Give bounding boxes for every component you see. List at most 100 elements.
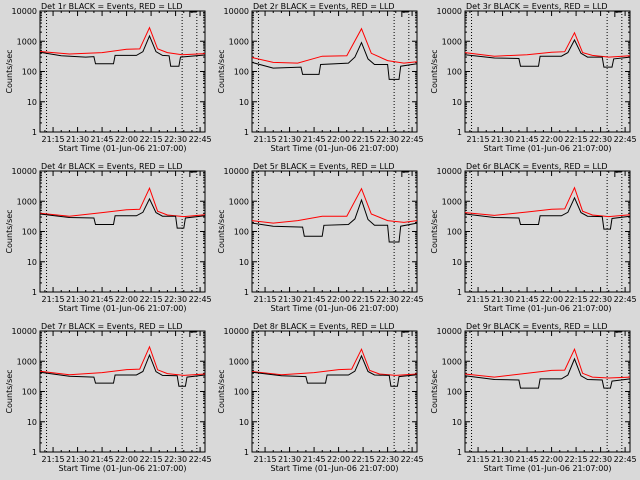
y-tick-label: 10 — [239, 418, 249, 427]
y-tick-label: 10 — [452, 98, 462, 107]
y-tick-label: 1000 — [442, 37, 462, 46]
x-axis-label: Start Time (01-Jun-06 21:07:00) — [59, 144, 187, 153]
y-tick-label: 100 — [234, 388, 249, 397]
y-tick-label: 10000 — [12, 167, 37, 176]
x-axis-label: Start Time (01-Jun-06 21:07:00) — [484, 464, 612, 473]
chart-panel-3: Det 3r BLACK = Events, RED = LLD 1 10 100 10… — [430, 2, 637, 153]
x-tick-label: 22:15 — [140, 135, 163, 144]
y-tick-label: 100 — [447, 388, 462, 397]
x-tick-label: 22:00 — [115, 295, 138, 304]
chart-title: Det 7r BLACK = Events, RED = LLD — [41, 322, 183, 331]
y-axis-label: Counts/sec — [5, 209, 14, 253]
y-tick-label: 1000 — [442, 357, 462, 366]
x-tick-label: 21:45 — [516, 135, 539, 144]
x-tick-label: 22:00 — [327, 135, 350, 144]
y-tick-label: 1000 — [229, 197, 249, 206]
events-series-line — [251, 198, 418, 243]
x-tick-label: 21:45 — [303, 135, 326, 144]
y-tick-label: 1000 — [17, 197, 37, 206]
x-tick-label: 21:45 — [91, 295, 114, 304]
chart-panel-5: Det 5r BLACK = Events, RED = LLD 1 10 100 10… — [217, 162, 424, 313]
y-tick-label: 1 — [244, 128, 249, 137]
x-tick-label: 21:15 — [467, 135, 490, 144]
x-tick-label: 22:15 — [140, 295, 163, 304]
plot-frame — [464, 170, 631, 293]
x-tick-label: 21:15 — [467, 455, 490, 464]
lld-series-line — [464, 347, 631, 379]
x-tick-label: 21:15 — [42, 135, 65, 144]
y-tick-label: 100 — [234, 228, 249, 237]
lld-series-line — [39, 186, 206, 218]
y-tick-label: 100 — [22, 68, 37, 77]
y-tick-label: 1000 — [442, 197, 462, 206]
y-axis-label: Counts/sec — [430, 49, 439, 93]
y-tick-label: 100 — [22, 388, 37, 397]
y-tick-label: 10 — [27, 258, 37, 267]
x-axis-label: Start Time (01-Jun-06 21:07:00) — [484, 304, 612, 313]
y-tick-label: 10 — [239, 98, 249, 107]
y-tick-label: 1 — [244, 448, 249, 457]
x-tick-label: 21:45 — [303, 295, 326, 304]
y-tick-label: 10000 — [437, 7, 462, 16]
x-tick-label: 22:15 — [352, 455, 375, 464]
plot-frame — [39, 330, 206, 453]
x-axis-label: Start Time (01-Jun-06 21:07:00) — [484, 144, 612, 153]
chart-panel-4: Det 4r BLACK = Events, RED = LLD 1 10 100 10… — [5, 162, 212, 313]
x-tick-label: 21:30 — [491, 455, 514, 464]
y-tick-label: 10 — [27, 418, 37, 427]
x-tick-label: 22:45 — [401, 295, 424, 304]
x-axis-label: Start Time (01-Jun-06 21:07:00) — [59, 304, 187, 313]
x-tick-label: 21:30 — [66, 135, 89, 144]
y-tick-label: 1000 — [229, 357, 249, 366]
events-series-line — [251, 354, 418, 387]
y-tick-label: 10000 — [12, 7, 37, 16]
lld-series-line — [251, 347, 418, 376]
y-tick-label: 100 — [447, 228, 462, 237]
lld-series-line — [251, 27, 418, 64]
events-series-line — [39, 197, 206, 229]
x-tick-label: 21:15 — [254, 455, 277, 464]
y-tick-label: 1000 — [17, 357, 37, 366]
x-tick-label: 22:45 — [401, 455, 424, 464]
interval-marker — [189, 171, 197, 177]
x-tick-label: 22:45 — [614, 295, 637, 304]
x-tick-label: 22:45 — [614, 135, 637, 144]
x-tick-label: 22:15 — [565, 295, 588, 304]
x-tick-label: 21:45 — [91, 455, 114, 464]
y-axis-label: Counts/sec — [430, 369, 439, 413]
events-series-line — [464, 357, 631, 389]
x-tick-label: 22:30 — [376, 455, 399, 464]
x-tick-label: 22:00 — [327, 295, 350, 304]
events-series-line — [39, 34, 206, 67]
y-tick-label: 1 — [32, 448, 37, 457]
events-series-line — [251, 41, 418, 80]
x-tick-label: 22:30 — [589, 135, 612, 144]
lld-series-line — [251, 187, 418, 224]
y-tick-label: 1 — [457, 448, 462, 457]
x-tick-label: 21:30 — [278, 295, 301, 304]
y-axis-label: Counts/sec — [430, 209, 439, 253]
x-tick-label: 22:45 — [189, 135, 212, 144]
interval-marker — [614, 331, 622, 337]
x-tick-label: 22:00 — [327, 455, 350, 464]
x-tick-label: 22:30 — [376, 295, 399, 304]
x-tick-label: 22:15 — [352, 295, 375, 304]
chart-panel-8: Det 8r BLACK = Events, RED = LLD 1 10 100 10… — [217, 322, 424, 473]
x-axis-label: Start Time (01-Jun-06 21:07:00) — [59, 464, 187, 473]
plot-frame — [39, 170, 206, 293]
chart-title: Det 3r BLACK = Events, RED = LLD — [466, 2, 608, 11]
x-tick-label: 21:30 — [66, 295, 89, 304]
x-tick-label: 22:15 — [352, 135, 375, 144]
x-tick-label: 22:45 — [189, 455, 212, 464]
y-tick-label: 10000 — [224, 7, 249, 16]
lld-series-line — [39, 345, 206, 376]
x-tick-label: 22:15 — [140, 455, 163, 464]
plot-frame — [464, 330, 631, 453]
y-tick-label: 100 — [447, 68, 462, 77]
y-tick-label: 10000 — [12, 327, 37, 336]
plot-frame — [251, 10, 418, 133]
x-tick-label: 21:30 — [278, 135, 301, 144]
x-tick-label: 21:15 — [467, 295, 490, 304]
y-tick-label: 10000 — [224, 327, 249, 336]
y-tick-label: 100 — [234, 68, 249, 77]
